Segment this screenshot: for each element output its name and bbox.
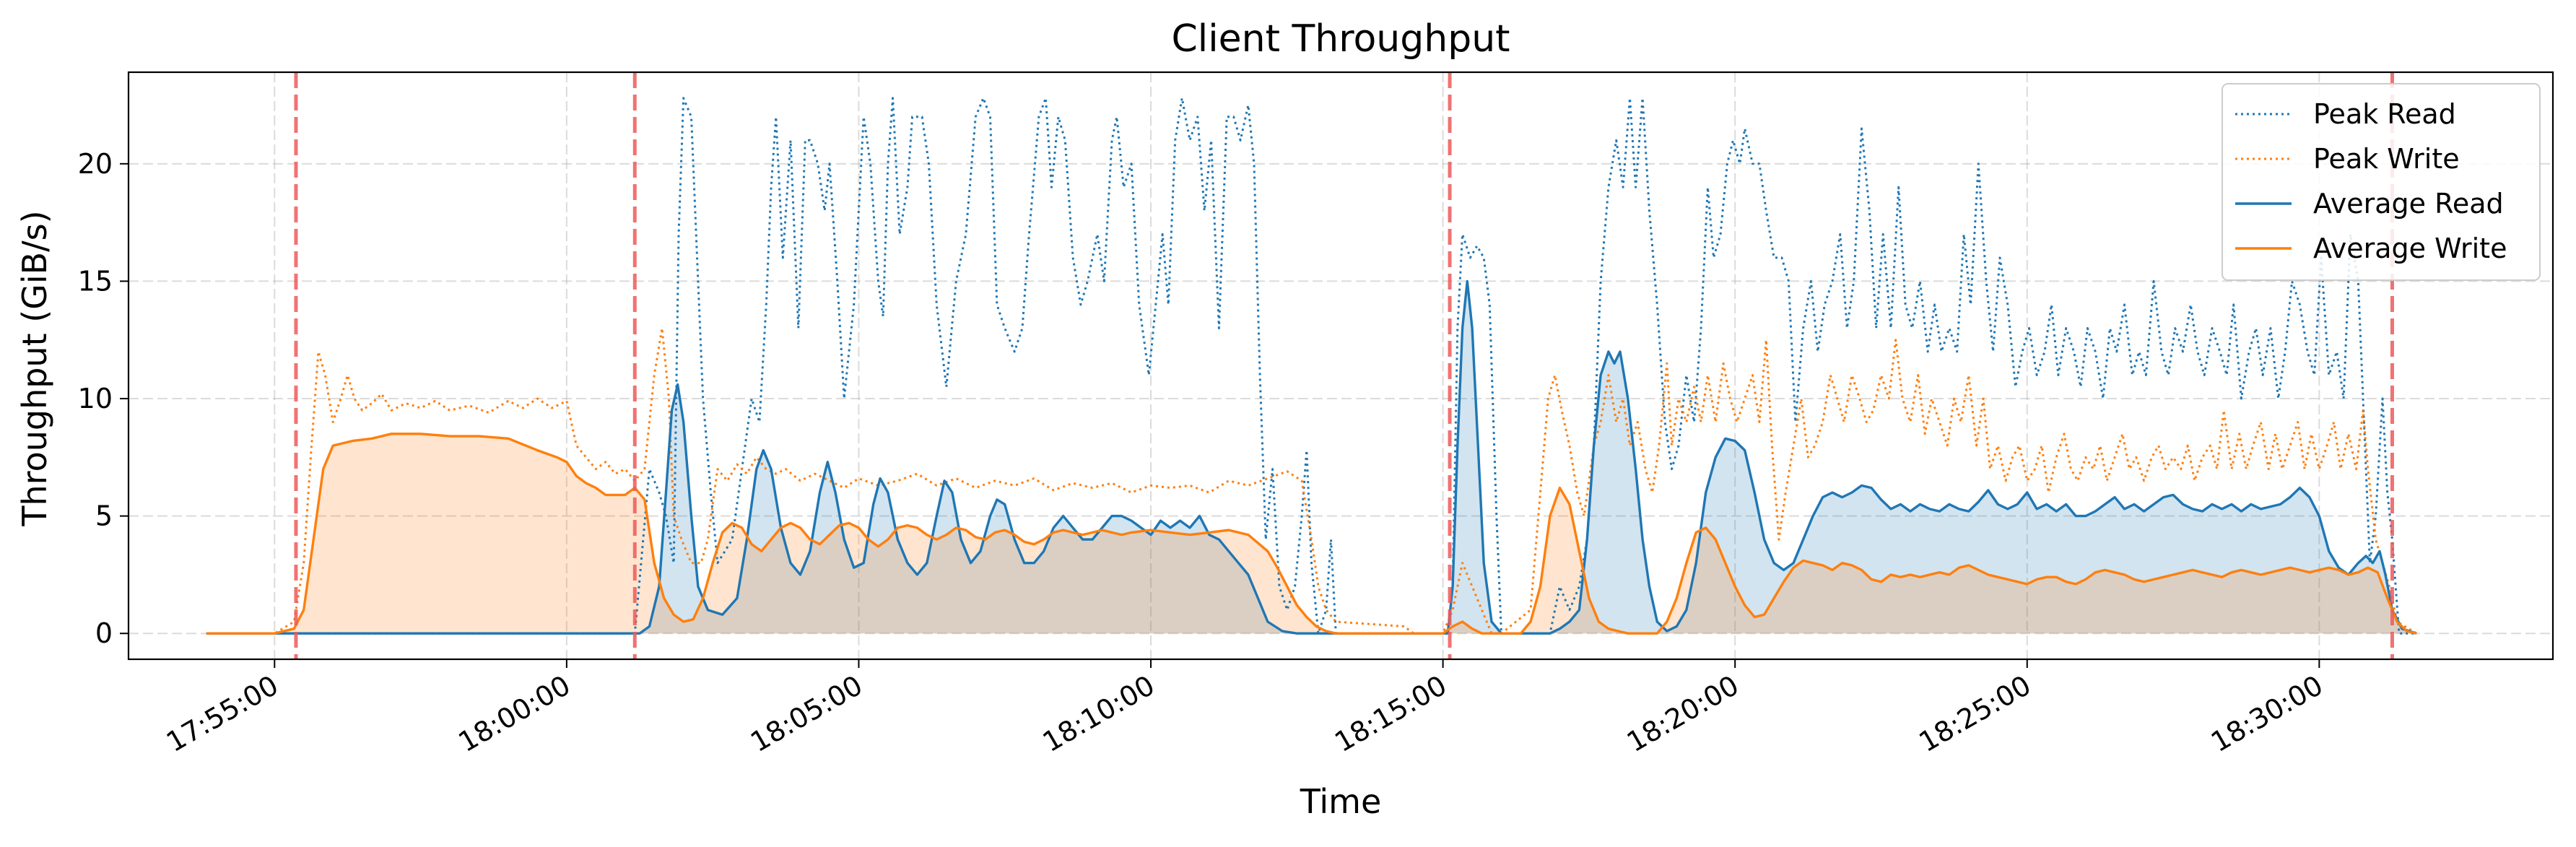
legend: Peak Read Peak Write Average Read Average W… [2222,83,2541,281]
average-write-line [206,433,2417,635]
peak-write-line [206,327,2417,635]
y-axis-label: Throughput (GiB/s) [15,210,54,526]
area-fills [206,281,2417,634]
legend-box [2222,83,2541,281]
plot-frame [127,71,2554,661]
legend-label-average-read: Average Read [2313,188,2504,220]
series-lines [206,97,2417,635]
y-tick-label: 15 [78,265,113,297]
grid [129,72,2553,659]
legend-label-peak-write: Peak Write [2313,143,2460,175]
average-read-line [206,279,2417,635]
x-axis-label: Time [1300,782,1382,821]
chart-title: Client Throughput [1171,17,1510,61]
y-tick-label: 5 [95,500,113,532]
average-read-area [206,281,2417,634]
y-tick-label: 20 [78,148,113,180]
y-tick-label: 10 [78,383,113,414]
legend-label-average-write: Average Write [2313,233,2507,264]
legend-label-peak-read: Peak Read [2313,98,2456,130]
average-write-area [206,433,2417,634]
y-tick-label: 0 [95,617,113,649]
